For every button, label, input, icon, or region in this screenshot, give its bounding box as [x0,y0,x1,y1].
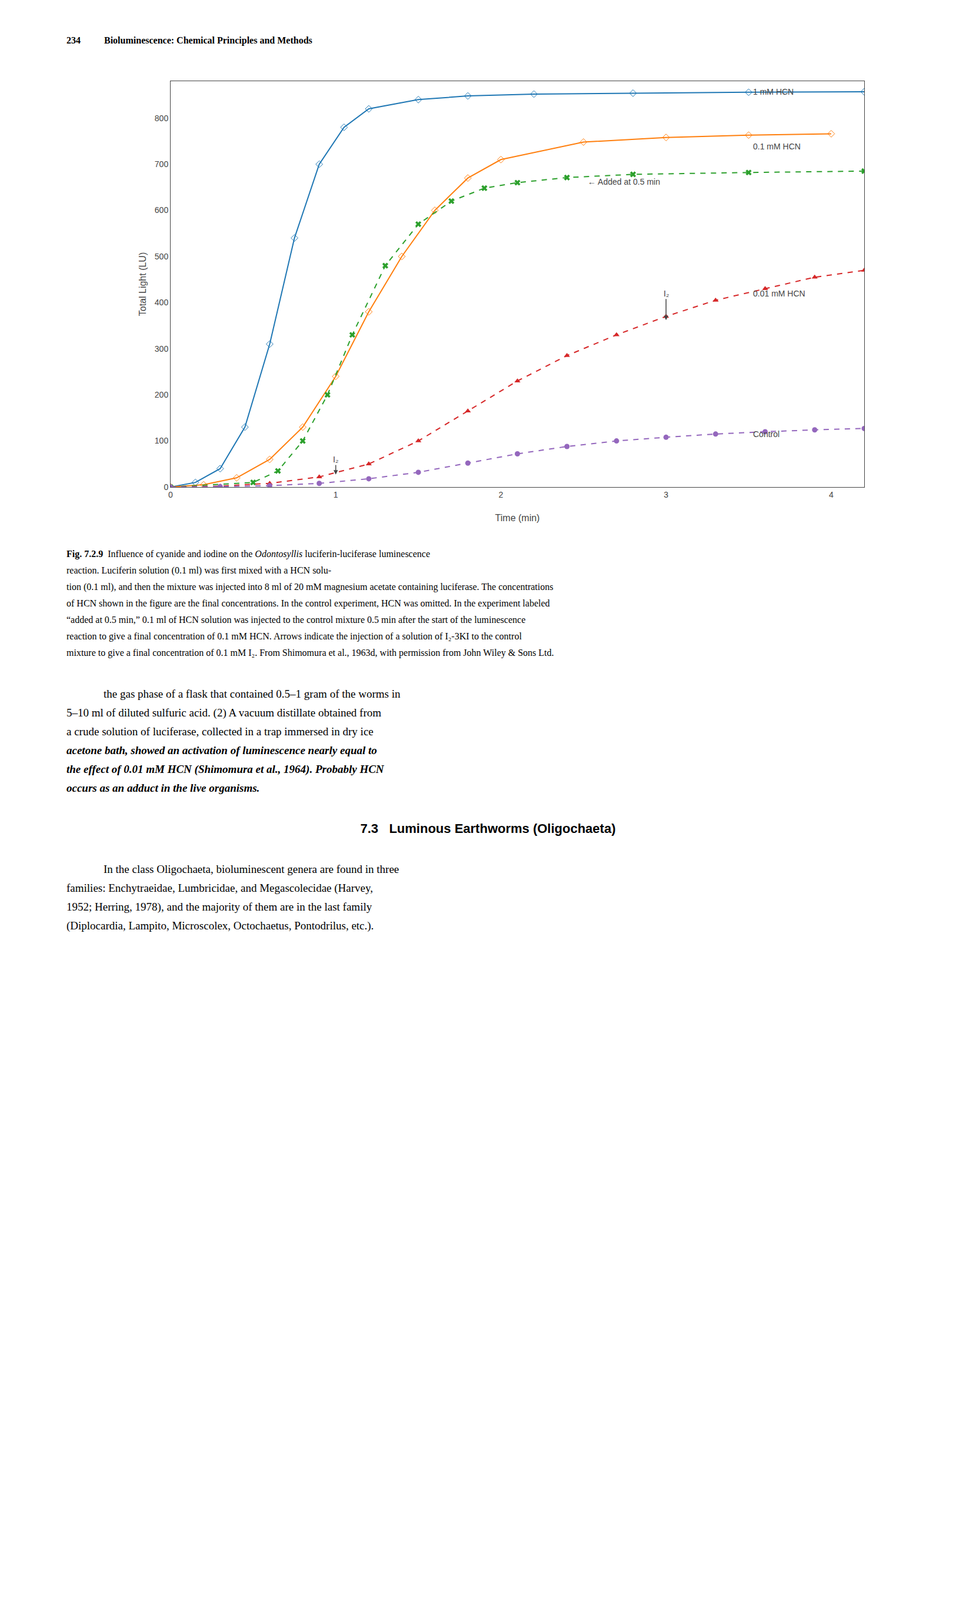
svg-text:700: 700 [154,159,169,169]
html-text:mixture to give a final concen: mixture to give a final concentration of… [66,647,554,658]
svg-text:0.01 mM HCN: 0.01 mM HCN [753,288,806,299]
svg-text:Total Light (LU): Total Light (LU) [137,252,148,317]
html-text:tion (0.1 ml), and then the mi: tion (0.1 ml), and then the mixture was … [66,581,554,592]
html-text:reaction to give a final conce: reaction to give a final concentration o… [66,631,522,642]
html-text:234: 234 [66,35,81,46]
svg-text:300: 300 [154,344,169,354]
html-text:of HCN shown in the figure are: of HCN shown in the figure are the final… [66,598,550,609]
svg-text:400: 400 [154,297,169,308]
html-text:(Diplocardia, Lampito, Microsc: (Diplocardia, Lampito, Microscolex, Octo… [66,919,374,932]
html-text:Fig. 7.2.9 Influence of cyanid: Fig. 7.2.9 Influence of cyanide and iodi… [66,548,431,559]
svg-text:I₂: I₂ [663,288,669,299]
html-text:a crude solution of luciferase: a crude solution of luciferase, collecte… [66,725,374,738]
html-text:7.3 Luminous Earthworms (Oligo: 7.3 Luminous Earthworms (Oligochaeta) [360,821,616,836]
html-text:5–10 ml of diluted sulfuric ac: 5–10 ml of diluted sulfuric acid. (2) A … [66,706,382,719]
svg-text:0.1 mM HCN: 0.1 mM HCN [753,141,801,152]
svg-text:800: 800 [154,113,169,123]
html-text:the effect of 0.01 mM HCN (Shi: the effect of 0.01 mM HCN (Shimomura et … [66,763,384,776]
html-text:“added at 0.5 min,” 0.1 ml of: “added at 0.5 min,” 0.1 ml of HCN soluti… [66,614,526,625]
svg-text:Control: Control [753,429,780,439]
svg-text:3: 3 [663,490,669,500]
svg-text:1: 1 [333,490,339,500]
svg-text:600: 600 [154,205,169,215]
html-text:acetone bath, showed an activa: acetone bath, showed an activation of lu… [66,744,377,757]
svg-text:I₂: I₂ [332,454,339,465]
html-text:1952; Herring, 1978), and the: 1952; Herring, 1978), and the majority o… [66,900,372,914]
html-text:In the class Oligochaeta, biol: In the class Oligochaeta, bioluminescent… [103,863,400,876]
html-text:Bioluminescence: Chemical Prin: Bioluminescence: Chemical Principles and… [104,35,313,46]
html-text:occurs as an adduct in the liv: occurs as an adduct in the live organism… [66,781,260,795]
svg-text:2: 2 [498,490,504,500]
svg-text:500: 500 [154,251,169,262]
svg-text:Time (min): Time (min) [495,513,541,524]
svg-text:4: 4 [828,490,834,500]
svg-text:0: 0 [168,490,173,500]
html-text:reaction. Luciferin solution (: reaction. Luciferin solution (0.1 ml) wa… [66,565,332,576]
html-text:families: Enchytraeidae, Lumbr: families: Enchytraeidae, Lumbricidae, an… [66,881,373,895]
html-text:the gas phase of a flask that: the gas phase of a flask that contained … [103,687,401,701]
svg-text:← Added at 0.5 min: ← Added at 0.5 min [587,177,661,187]
svg-text:200: 200 [154,390,169,400]
svg-text:100: 100 [154,435,169,446]
svg-text:0: 0 [163,482,169,492]
svg-text:1 mM HCN: 1 mM HCN [753,87,794,97]
